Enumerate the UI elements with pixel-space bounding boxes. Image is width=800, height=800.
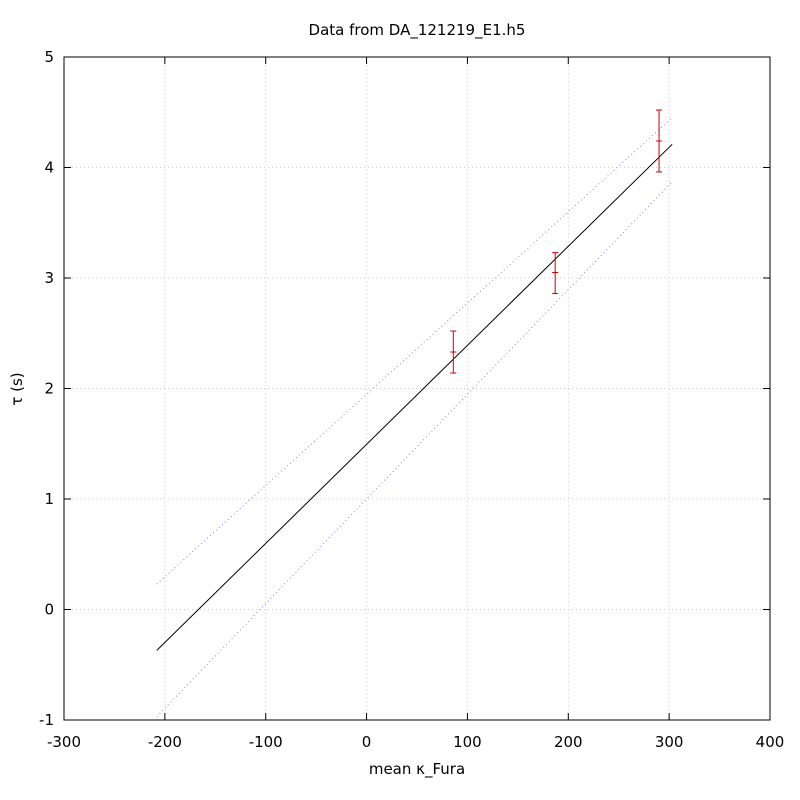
y-tick-label: 3 — [44, 269, 54, 287]
x-axis-label: mean κ_Fura — [369, 760, 465, 779]
data-points — [450, 109, 663, 374]
y-tick-label: 4 — [44, 159, 54, 177]
ticks — [63, 56, 771, 721]
y-tick-label: 0 — [44, 601, 54, 619]
x-tick-label: -200 — [148, 733, 182, 751]
x-tick-label: -100 — [249, 733, 283, 751]
x-tick-label: 200 — [554, 733, 583, 751]
y-tick-label: 5 — [44, 48, 54, 66]
fit-line — [156, 143, 673, 651]
x-tick-label: 300 — [655, 733, 684, 751]
y-tick-label: 1 — [44, 490, 54, 508]
y-tick-label: -1 — [39, 711, 54, 729]
x-tick-label: 400 — [756, 733, 785, 751]
x-tick-label: -300 — [47, 733, 81, 751]
y-axis-label: τ (s) — [8, 372, 26, 405]
y-tick-labels: -1 0 1 2 3 4 5 — [39, 48, 54, 729]
grid — [64, 57, 770, 720]
x-tick-label: 0 — [362, 733, 372, 751]
y-tick-label: 2 — [44, 380, 54, 398]
x-tick-label: 100 — [453, 733, 482, 751]
fit-line-group — [156, 143, 673, 651]
chart-title: Data from DA_121219_E1.h5 — [309, 21, 526, 40]
x-tick-labels: -300 -100 -200 0 100 200 300 400 — [47, 733, 784, 751]
